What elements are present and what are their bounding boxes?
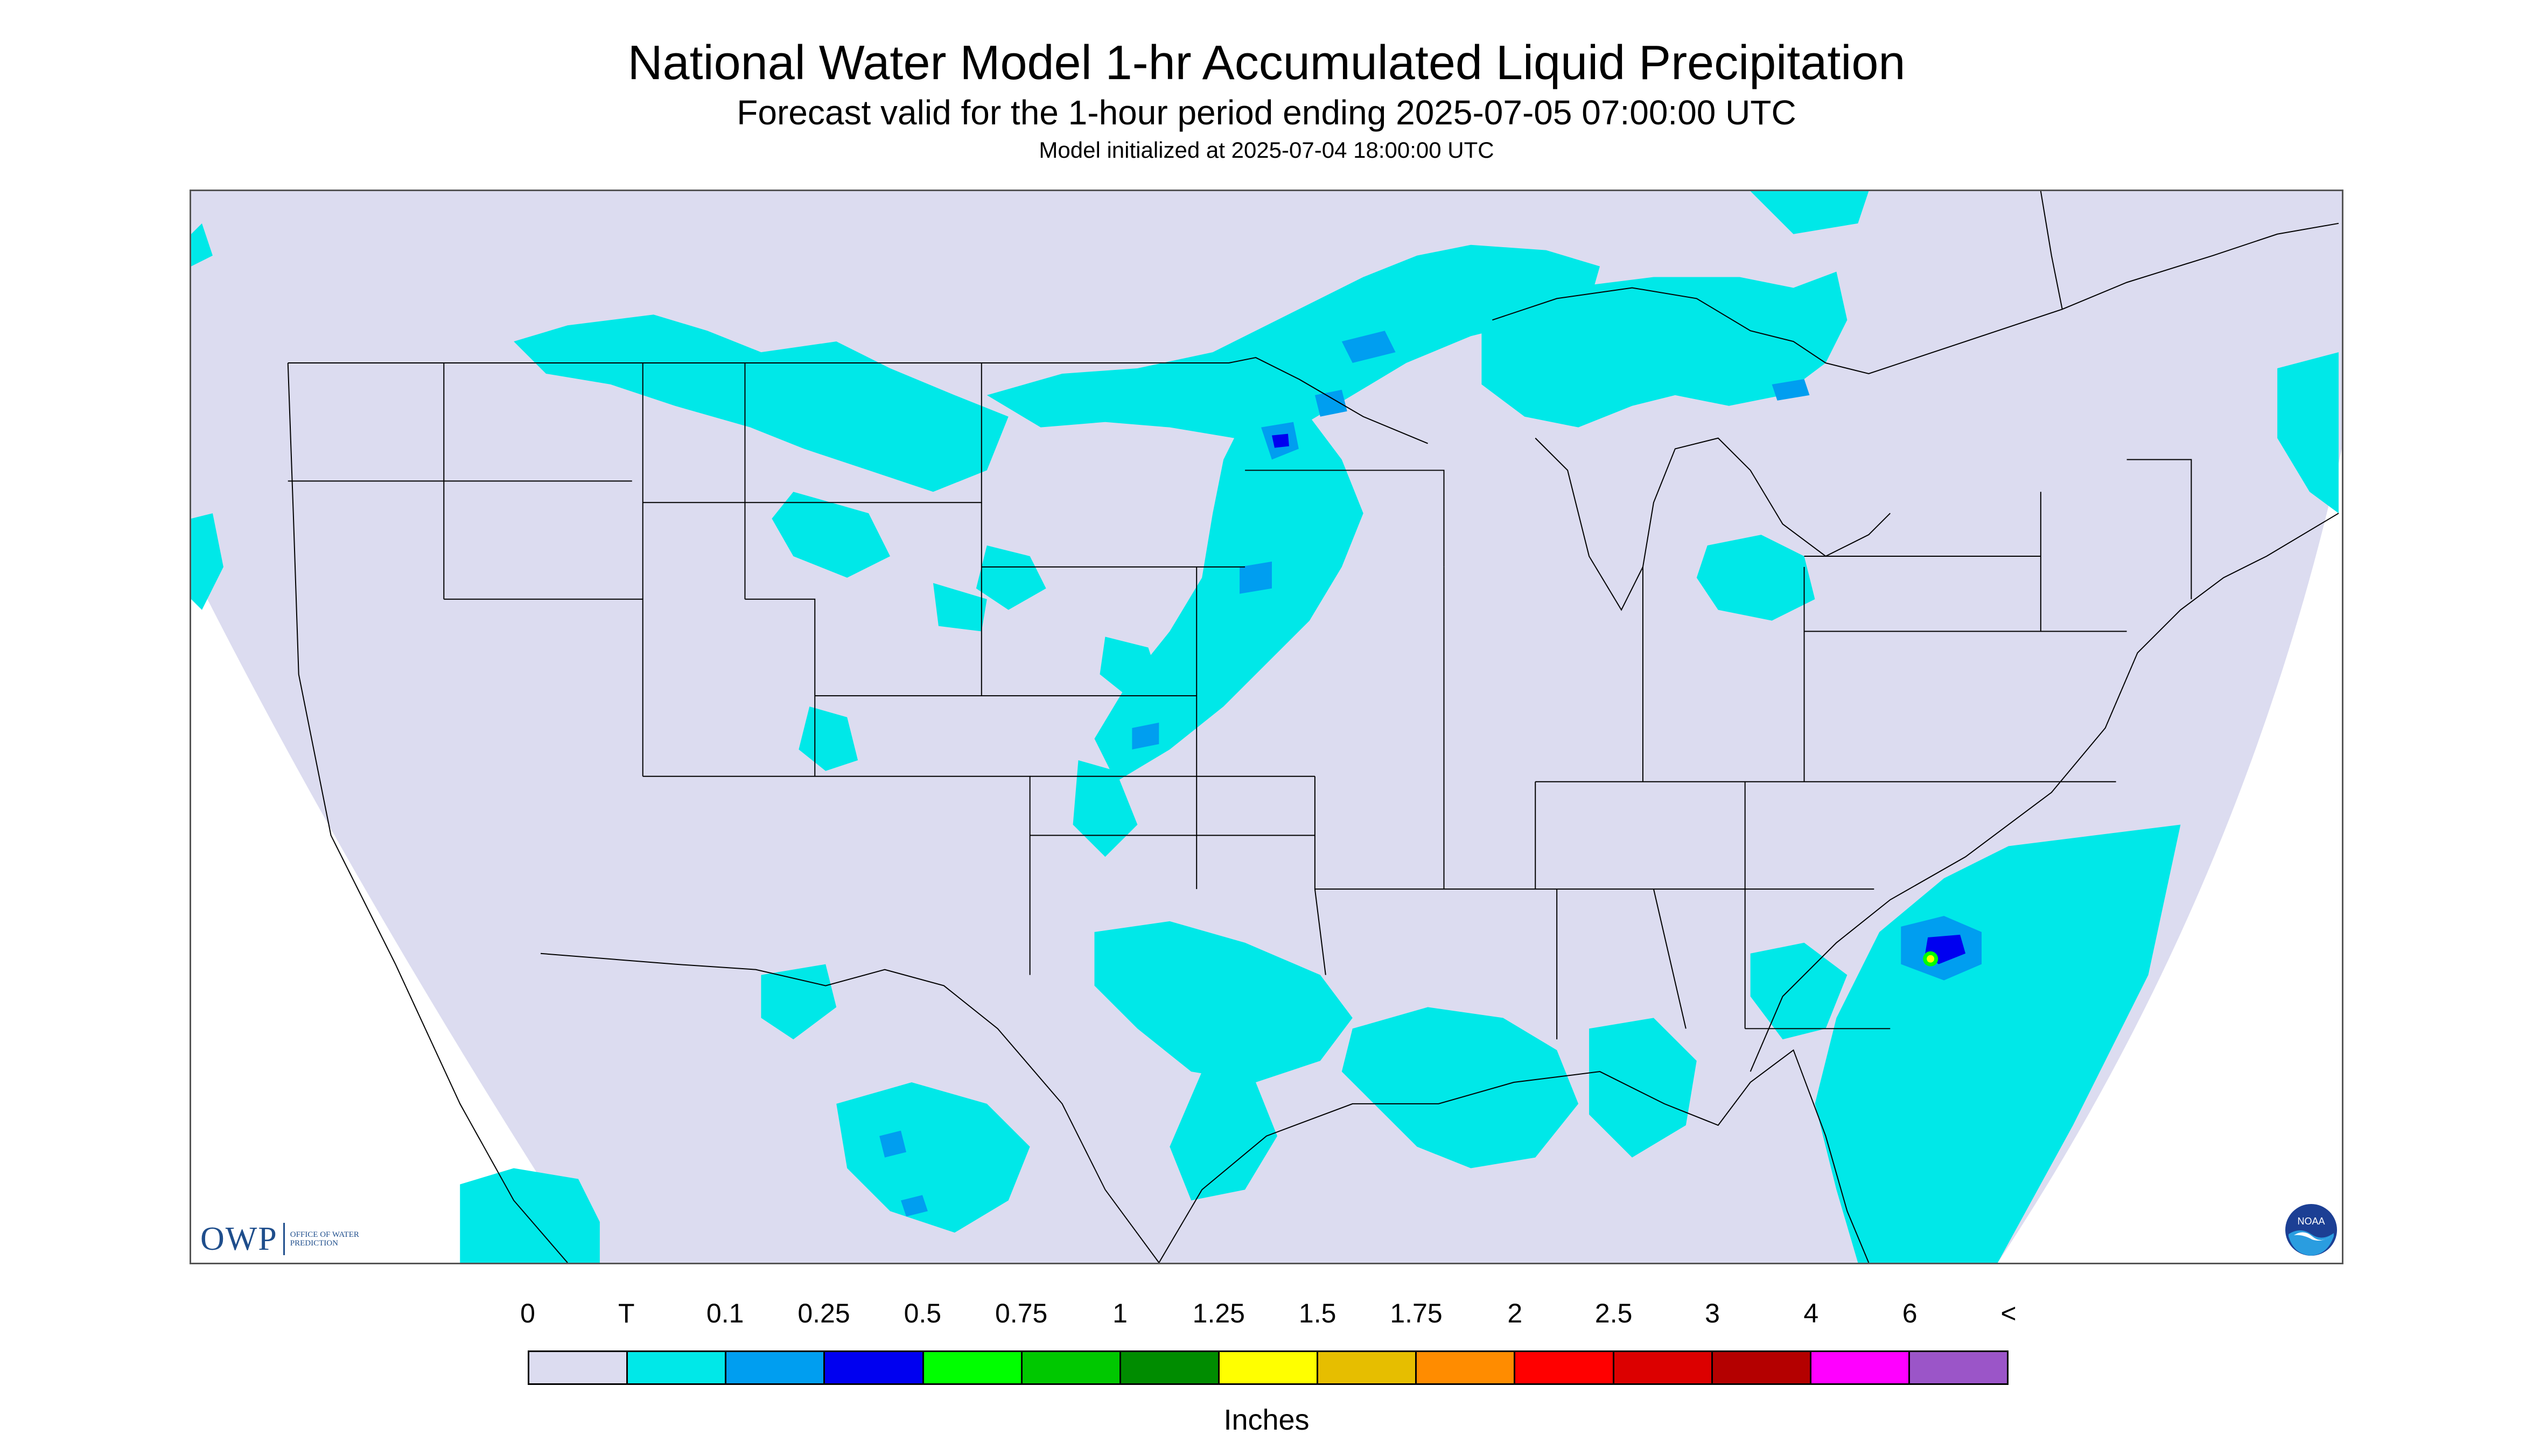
legend-units-label: Inches [1223,1404,1310,1436]
coastline [1492,222,2339,375]
legend-tick-label: 6 [1902,1298,1918,1328]
precip-area [901,1195,928,1217]
political-borders [287,191,2339,1263]
noaa-logo: NOAA [2285,1204,2337,1256]
legend-tick-label: 0.75 [995,1298,1048,1328]
precip-area [1240,561,1272,594]
legend-swatch-3 [825,1352,924,1383]
precip-areas [191,191,2339,1263]
legend-tick-label: 1.5 [1298,1298,1337,1328]
state-border [1653,888,1687,1029]
precip-area [460,1168,600,1263]
coastline [287,363,568,1263]
precip-area [1094,416,1363,782]
legend-tick-label: 1.75 [1390,1298,1443,1328]
legend-swatch-11 [1614,1352,1713,1383]
owp-logo-divider [283,1223,285,1255]
precip-area [1170,1072,1277,1201]
owp-logo-subtext: OFFICE OF WATER PREDICTION [290,1230,359,1248]
legend-swatch-2 [726,1352,825,1383]
map-canvas [191,191,2342,1263]
map-title: National Water Model 1-hr Accumulated Li… [627,36,1906,90]
legend-swatch-14 [1909,1352,2007,1383]
precip-area [191,513,223,610]
legend-tick-label: 2 [1507,1298,1523,1328]
legend-swatch-1 [628,1352,727,1383]
legend-tick-label: 0.5 [904,1298,942,1328]
state-border [1245,470,1445,567]
owp-logo: OWP OFFICE OF WATER PREDICTION [200,1219,366,1259]
model-init-line: Model initialized at 2025-07-04 18:00:00… [1039,137,1494,163]
precip-area [2277,352,2339,514]
precip-area [1132,723,1159,750]
color-legend [528,1350,2009,1385]
legend-tick-label: < [2000,1298,2017,1328]
precip-area [933,583,987,632]
precip-area [1696,535,1815,621]
legend-swatch-4 [923,1352,1023,1383]
legend-tick-label: T [618,1298,635,1328]
precip-area [986,244,1600,438]
precip-area [191,223,213,267]
legend-tick-labels: 0 T 0.1 0.25 0.5 0.75 1 1.25 1.5 1.75 2 2.5 3 4 6 < [0,1298,2533,1335]
legend-swatch-0 [529,1352,628,1383]
precip-area [1772,379,1810,401]
legend-tick-label: 4 [1803,1298,1819,1328]
precip-area [772,492,891,578]
precip-area [514,314,1009,492]
legend-swatch-12 [1712,1352,1811,1383]
legend-swatch-10 [1515,1352,1614,1383]
legend-tick-label: 0 [520,1298,535,1328]
precip-area [1341,331,1396,363]
precip-area [1481,271,1848,428]
state-border [642,775,1031,975]
legend-swatch-6 [1121,1352,1220,1383]
legend-swatch-7 [1219,1352,1319,1383]
country-border [288,357,1428,444]
precip-area [761,964,837,1040]
coastline [1535,437,1891,611]
legend-swatch-8 [1318,1352,1417,1383]
legend-tick-label: 1 [1112,1298,1128,1328]
precip-area [1589,1018,1697,1158]
owp-logo-text: OWP [200,1220,278,1257]
precipitation-map [190,190,2343,1264]
precip-area [1927,955,1935,963]
legend-tick-label: 0.25 [797,1298,850,1328]
legend-swatch-13 [1811,1352,1910,1383]
legend-swatch-5 [1022,1352,1121,1383]
legend-tick-label: 3 [1705,1298,1720,1328]
legend-tick-label: 2.5 [1594,1298,1633,1328]
precip-area [1073,760,1138,857]
legend-swatch-9 [1417,1352,1516,1383]
precip-area [1750,191,1869,234]
coastline [2040,191,2063,310]
legend-tick-label: 1.25 [1192,1298,1245,1328]
precip-area [1341,1007,1579,1168]
state-border [2126,459,2192,599]
legend-tick-label: 0.1 [706,1298,744,1328]
precip-area [1271,433,1289,448]
state-border [745,598,816,776]
country-border [540,953,1160,1263]
coastline [1158,1049,1870,1263]
precip-area [1094,921,1353,1083]
precip-area [879,1130,907,1158]
noaa-logo-text: NOAA [2297,1216,2325,1227]
map-subtitle: Forecast valid for the 1-hour period end… [737,93,1796,132]
precip-area [976,545,1046,610]
precip-area [799,706,858,771]
precip-area [1314,389,1347,417]
precip-area [836,1082,1030,1233]
coastline [1750,513,2339,1072]
